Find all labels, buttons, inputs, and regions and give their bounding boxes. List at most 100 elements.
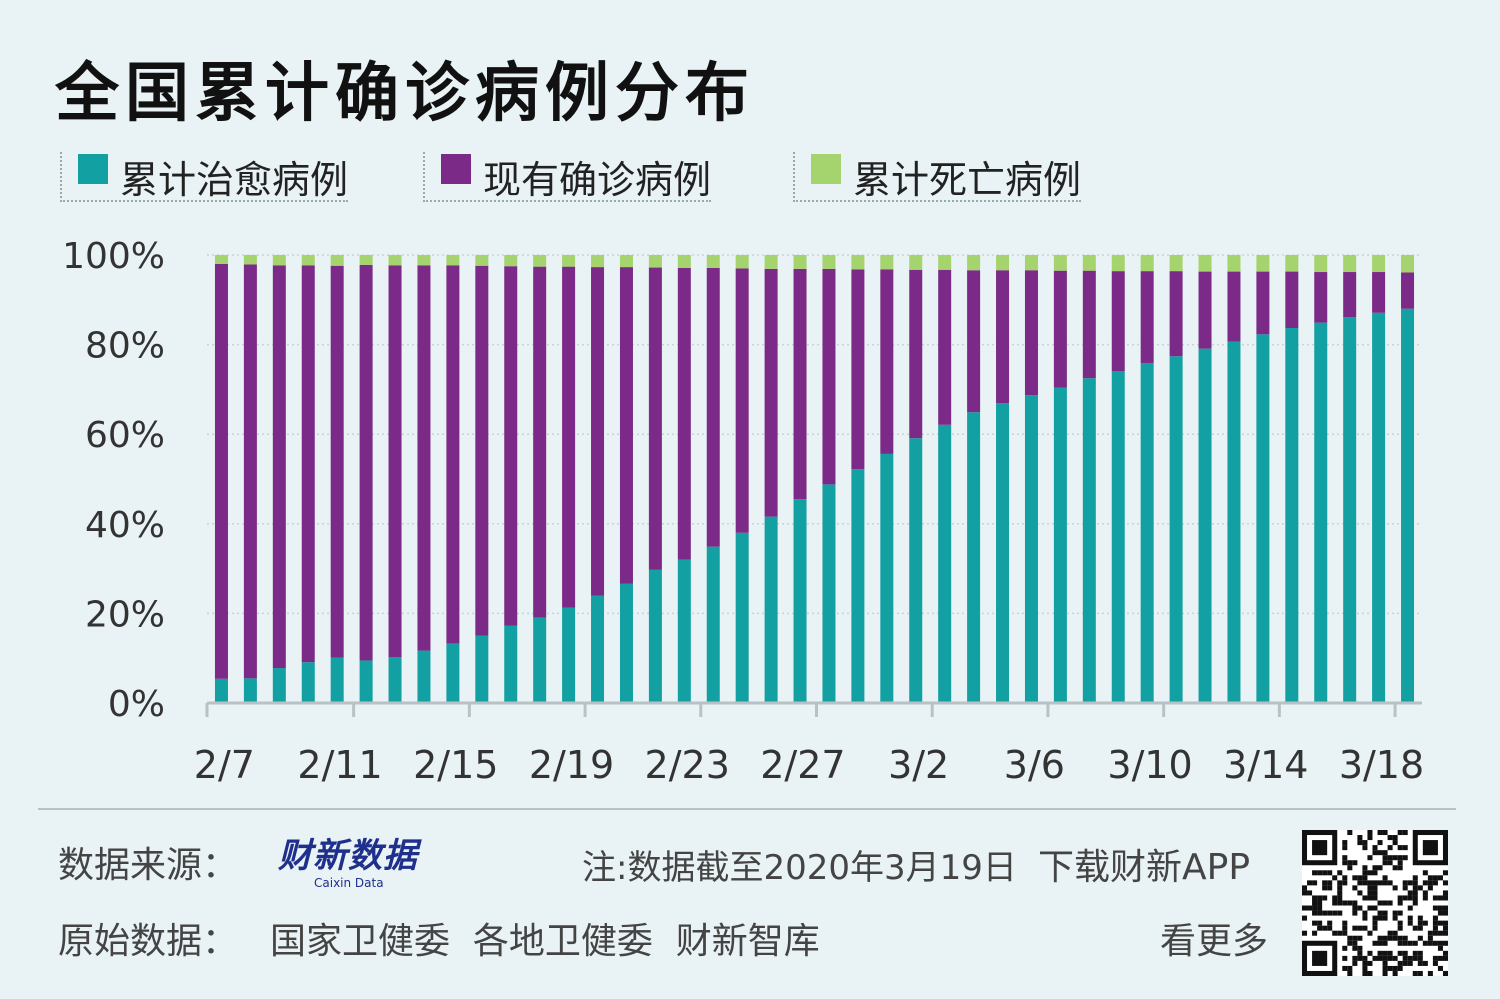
bar-deaths <box>1256 255 1270 272</box>
bar-active <box>591 267 605 596</box>
bar-cured <box>1372 312 1386 703</box>
bar-deaths <box>1401 255 1415 273</box>
bar-cured <box>996 403 1010 703</box>
data-note: 注:数据截至2020年3月19日 <box>582 848 1017 888</box>
bar-active <box>1053 270 1067 388</box>
bar-active <box>880 269 894 454</box>
bar-active <box>1372 272 1386 313</box>
bar-deaths <box>330 255 344 266</box>
bar-cured <box>1169 356 1183 703</box>
legend-item-active: 现有确诊病例 <box>423 152 712 202</box>
bar-deaths <box>648 255 662 268</box>
x-tick-label: 3/14 <box>1223 743 1308 787</box>
bar-deaths <box>822 255 836 269</box>
bar-active <box>851 269 865 470</box>
bar-deaths <box>967 255 981 271</box>
x-tick-label: 3/6 <box>1004 743 1065 787</box>
bar-cured <box>1343 317 1357 703</box>
bar-deaths <box>446 255 460 266</box>
x-tick-label: 2/27 <box>760 743 845 787</box>
legend: 累计治愈病例 现有确诊病例 累计死亡病例 <box>60 152 1260 202</box>
bar-deaths <box>388 255 402 266</box>
bar-deaths <box>851 255 865 270</box>
bar-cured <box>1256 334 1270 703</box>
bar-cured <box>1024 395 1038 703</box>
bar-deaths <box>214 255 228 264</box>
bar-cured <box>388 657 402 703</box>
x-tick-label: 2/11 <box>297 743 382 787</box>
legend-label-deaths: 累计死亡病例 <box>853 157 1082 202</box>
bar-deaths <box>591 255 605 268</box>
raw-data-sources: 国家卫健委 各地卫健委 财新智库 <box>270 921 820 962</box>
bar-cured <box>1314 322 1328 703</box>
bar-cured <box>359 660 373 703</box>
x-tick-label: 2/15 <box>413 743 498 787</box>
bar-cured <box>880 453 894 703</box>
bar-cured <box>591 595 605 703</box>
bar-cured <box>1140 362 1154 703</box>
bar-active <box>938 269 952 425</box>
bar-deaths <box>706 255 720 268</box>
legend-item-cured: 累计治愈病例 <box>60 152 349 202</box>
bar-active <box>648 267 662 570</box>
download-app-text[interactable]: 下载财新APP <box>1038 847 1251 888</box>
bar-cured <box>793 499 807 703</box>
bar-deaths <box>677 255 691 268</box>
bar-active <box>562 266 576 608</box>
bar-active <box>822 268 836 485</box>
bar-active <box>793 268 807 500</box>
bar-deaths <box>562 255 576 267</box>
bar-cured <box>504 625 518 703</box>
bar-active <box>475 265 489 636</box>
bar-active <box>1082 270 1096 379</box>
bar-cured <box>764 516 778 703</box>
bar-deaths <box>1372 255 1386 273</box>
legend-swatch-deaths <box>811 154 841 184</box>
bar-active <box>533 266 547 618</box>
legend-label-cured: 累计治愈病例 <box>120 157 349 202</box>
bar-cured <box>1111 371 1125 703</box>
bar-deaths <box>1111 255 1125 272</box>
bar-cured <box>967 412 981 703</box>
bar-cured <box>619 583 633 703</box>
x-tick-label: 3/2 <box>888 743 949 787</box>
bar-active <box>1169 271 1183 357</box>
bar-active <box>446 265 460 644</box>
y-tick-label: 20% <box>85 594 165 635</box>
qr-code-icon[interactable] <box>1302 830 1448 976</box>
bar-deaths <box>619 255 633 268</box>
bar-cured <box>301 662 315 703</box>
bar-deaths <box>1082 255 1096 271</box>
bar-cured <box>1053 387 1067 703</box>
bar-cured <box>706 546 720 703</box>
bar-active <box>1227 271 1241 342</box>
bar-active <box>504 266 518 626</box>
bar-cured <box>648 569 662 703</box>
bar-active <box>619 267 633 584</box>
bar-active <box>967 270 981 413</box>
bar-deaths <box>301 255 315 266</box>
caixin-data-logo: 财新数据 Caixin Data <box>278 836 428 892</box>
bar-cured <box>1285 328 1299 703</box>
bar-cured <box>417 650 431 703</box>
bar-cured <box>677 559 691 703</box>
bar-active <box>1198 271 1212 349</box>
bar-deaths <box>1198 255 1212 272</box>
bar-active <box>677 267 691 560</box>
bar-deaths <box>735 255 749 269</box>
bar-cured <box>330 657 344 703</box>
source-label: 数据来源： <box>58 845 239 886</box>
logo-text: 财新数据 <box>278 836 418 876</box>
stacked-bar-chart: 0% 20% 40% 60% 80% 100% 2/7 2/11 2/15 2/19 2/23 2/2… <box>62 236 1424 787</box>
bar-deaths <box>938 255 952 270</box>
bar-deaths <box>1169 255 1183 272</box>
bar-active <box>764 268 778 517</box>
bar-deaths <box>475 255 489 266</box>
bar-active <box>1314 272 1328 323</box>
bar-active <box>214 263 228 679</box>
bar-cured <box>822 484 836 703</box>
x-tick-label: 3/10 <box>1107 743 1192 787</box>
see-more-text[interactable]: 看更多 <box>1160 921 1269 962</box>
bar-cured <box>533 617 547 703</box>
bar-deaths <box>880 255 894 270</box>
